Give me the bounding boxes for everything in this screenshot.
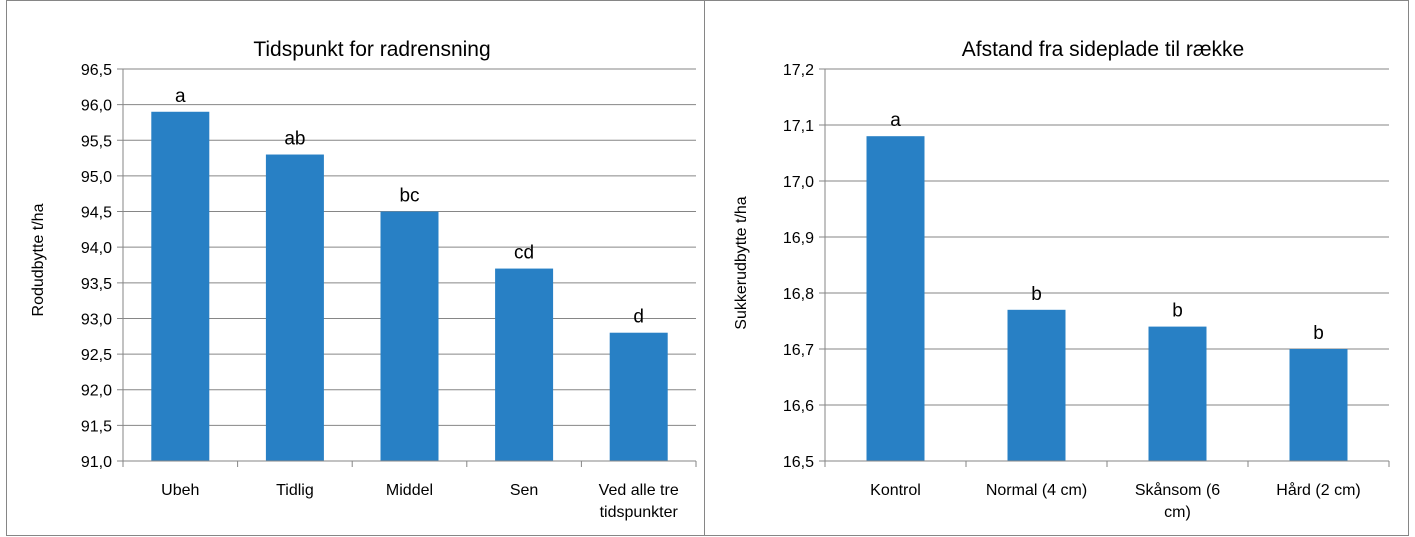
x-category-label: Hård (2 cm) [1276, 481, 1360, 499]
x-category-label: Sen [510, 482, 538, 499]
chart-title: Afstand fra sideplade til række [962, 38, 1244, 61]
data-label: b [1172, 301, 1183, 322]
y-tick-label: 92,5 [81, 347, 112, 364]
chart-title: Tidspunkt for radrensning [253, 38, 490, 61]
y-tick-label: 94,0 [81, 240, 112, 257]
data-label: a [175, 86, 186, 107]
y-tick-label: 16,5 [783, 454, 814, 471]
data-label: d [633, 307, 644, 328]
bar [866, 136, 925, 461]
x-category-label: Ubeh [161, 482, 199, 499]
data-label: bc [399, 186, 419, 207]
y-tick-label: 96,0 [81, 98, 112, 115]
y-tick-label: 17,1 [783, 118, 814, 135]
x-category-label: Tidlig [276, 482, 314, 499]
bar [1289, 349, 1348, 461]
x-category-label: Skånsom (6 cm) [1135, 481, 1220, 521]
bar-chart-sukkerudbytte: Afstand fra sideplade til række Sukkerud… [733, 38, 1390, 521]
y-tick-label: 17,2 [783, 62, 814, 79]
bar [609, 332, 668, 461]
data-label: b [1313, 323, 1324, 344]
x-category-label: Ved alle tre tidspunkter [599, 482, 679, 521]
data-label: b [1031, 284, 1042, 305]
bar [265, 154, 324, 461]
x-category-label: Middel [386, 482, 433, 499]
y-tick-label: 16,9 [783, 230, 814, 247]
y-tick-label: 92,0 [81, 383, 112, 400]
data-label: a [890, 110, 901, 131]
y-tick-label: 91,5 [81, 418, 112, 435]
data-label: cd [514, 243, 534, 264]
y-tick-label: 94,5 [81, 205, 112, 222]
bar [1148, 326, 1207, 461]
y-tick-label: 93,0 [81, 311, 112, 328]
bar [495, 268, 554, 461]
x-category-label: Normal (4 cm) [986, 482, 1087, 499]
y-tick-label: 17,0 [783, 174, 814, 191]
y-tick-label: 16,7 [783, 342, 814, 359]
y-tick-label: 95,0 [81, 169, 112, 186]
y-axis-title: Rodudbytte t/ha [30, 203, 47, 316]
y-tick-label: 16,8 [783, 286, 814, 303]
chart-panel-rodudbytte: Tidspunkt for radrensning Rodudbytte t/h… [6, 0, 705, 536]
y-tick-label: 96,5 [81, 62, 112, 79]
chart-panel-sukkerudbytte: Afstand fra sideplade til række Sukkerud… [705, 0, 1409, 536]
y-tick-label: 93,5 [81, 276, 112, 293]
bar [380, 211, 439, 461]
bar [1007, 309, 1066, 461]
y-tick-label: 95,5 [81, 133, 112, 150]
x-category-label: Kontrol [870, 482, 921, 499]
y-tick-label: 16,6 [783, 398, 814, 415]
bar-chart-rodudbytte: Tidspunkt for radrensning Rodudbytte t/h… [30, 38, 697, 521]
y-axis-title: Sukkerudbytte t/ha [733, 196, 750, 330]
y-tick-label: 91,0 [81, 454, 112, 471]
data-label: ab [284, 129, 305, 150]
bar [151, 111, 210, 461]
